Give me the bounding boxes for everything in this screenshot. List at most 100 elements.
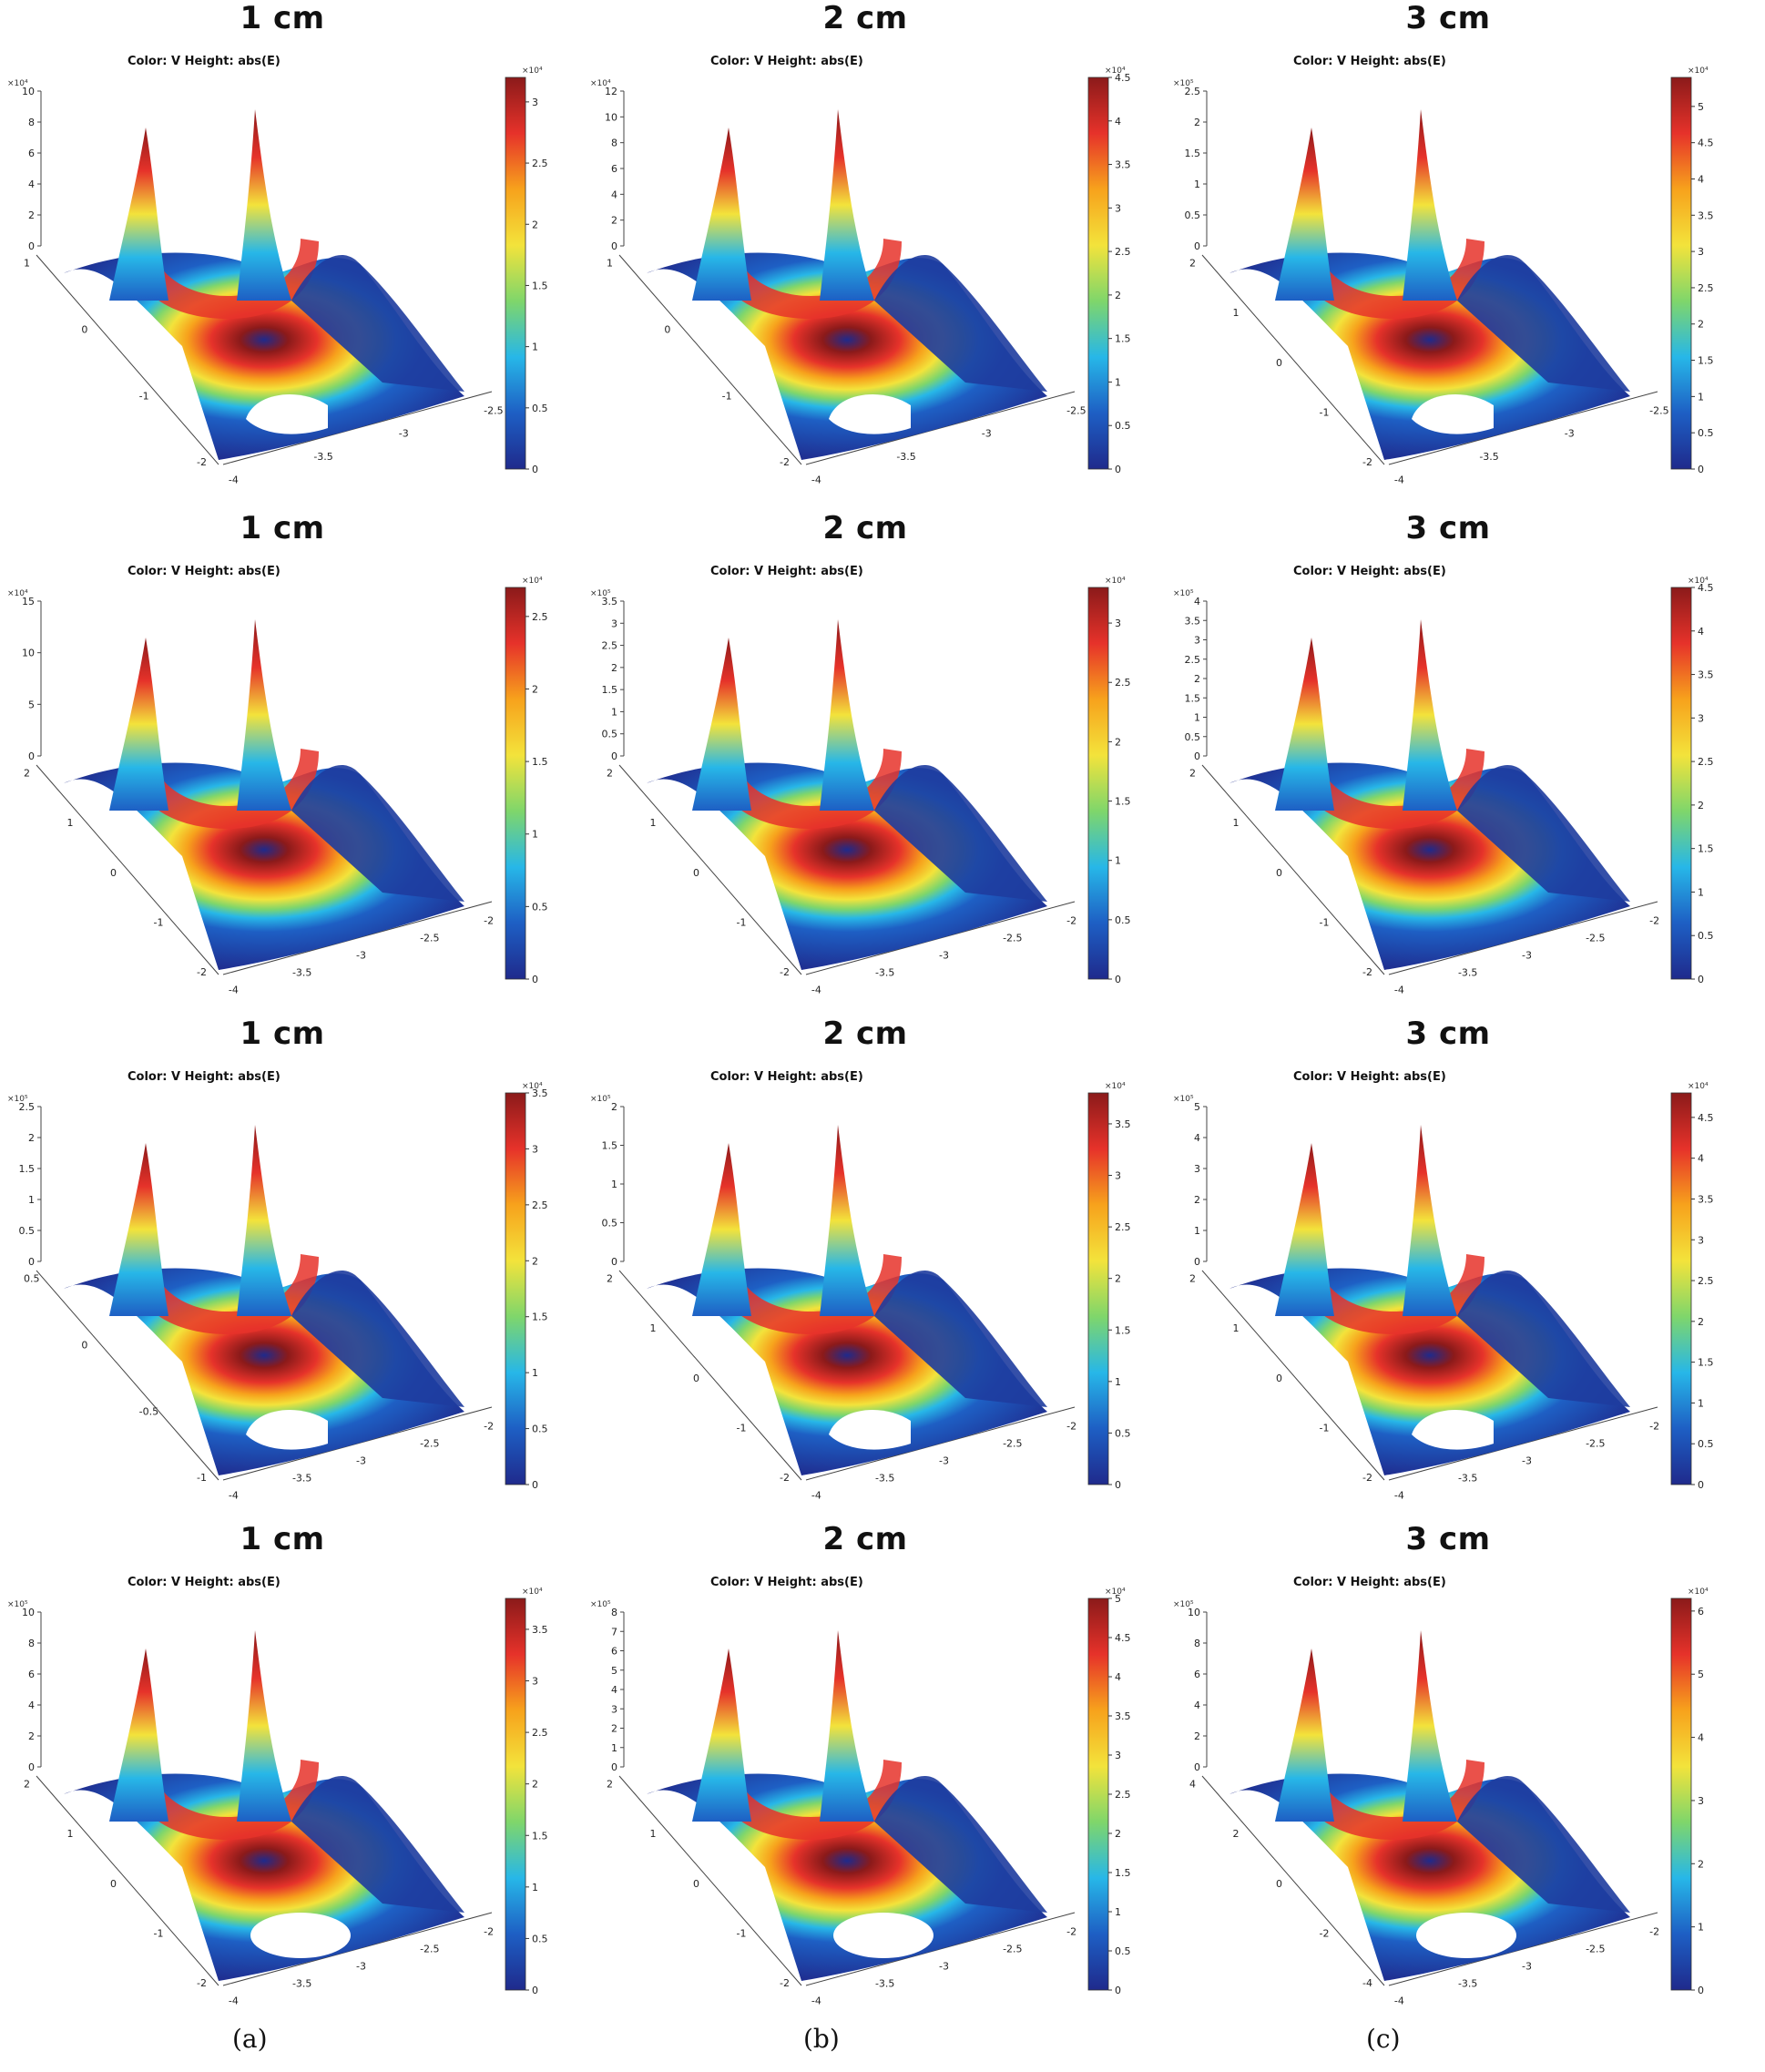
z-tick-label: 4 <box>611 189 617 200</box>
colorbar-tick-label: 2 <box>1698 1316 1704 1328</box>
x-tick-label: -2 <box>780 456 790 468</box>
colorbar-tick-label: 2.5 <box>1115 1221 1131 1233</box>
y-tick-label: -2 <box>1066 914 1076 926</box>
z-tick-label: 0 <box>611 1256 617 1268</box>
x-tick-label: 1 <box>650 1322 657 1334</box>
panel-subtitle: Color: V Height: abs(E) <box>1293 55 1446 68</box>
surface-peak-left <box>692 1143 751 1316</box>
z-axis-multiplier: ×10⁵ <box>590 589 611 598</box>
colorbar: ×10⁴ 0 0.5 1 1.5 2 2.5 3 3.5 <box>505 1082 548 1491</box>
colorbar-multiplier: ×10⁴ <box>1105 1082 1126 1091</box>
z-tick-label: 1 <box>611 706 617 718</box>
colorbar-multiplier: ×10⁴ <box>1105 577 1126 586</box>
colorbar-bar <box>505 77 526 470</box>
colorbar-bar <box>1670 587 1692 980</box>
colorbar-tick-label: 2.5 <box>1115 677 1131 689</box>
colorbar-tick-label: 3 <box>532 1143 538 1155</box>
colorbar: ×10⁴ 0 0.5 1 1.5 2 2.5 <box>505 577 548 985</box>
colorbar-tick-label: 2.5 <box>1698 282 1714 294</box>
panel-title: 1 cm <box>240 1521 325 1557</box>
colorbar-tick-label: 3 <box>1698 1795 1704 1807</box>
z-axis-multiplier: ×10⁵ <box>7 1600 28 1609</box>
surface-hole <box>829 394 911 434</box>
z-tick-label: 1 <box>28 1194 35 1206</box>
panel-subtitle: Color: V Height: abs(E) <box>1293 1070 1446 1084</box>
colorbar-tick-label: 3 <box>1115 202 1121 214</box>
x-tick-label: -2 <box>197 966 207 978</box>
y-tick-label: -4 <box>811 1489 821 1501</box>
surface <box>647 109 1047 460</box>
z-tick-label: 2 <box>1194 1194 1200 1206</box>
panel-r2-c1: 1 cm Color: V Height: abs(E) ×10⁴ 0 5 10 15 -2-… <box>0 510 565 1016</box>
y-tick-label: -2 <box>484 1925 494 1937</box>
z-axis: ×10⁵ 0 1 2 3 4 5 6 7 8 <box>590 1600 625 1773</box>
colorbar-tick-label: 2.5 <box>532 1199 548 1211</box>
panel-title: 2 cm <box>822 510 908 546</box>
surface-plot: ×10⁴ 0 2 4 6 8 10 -2 -1 0 1 -4 -3.5 -3 -2.5 ×10⁴ 0 0.5 1 1.… <box>7 66 548 485</box>
colorbar-bar <box>1087 1092 1109 1485</box>
colorbar-tick-label: 1.5 <box>1115 1867 1131 1879</box>
z-tick-label: 1 <box>1194 712 1200 724</box>
x-tick-label: -1 <box>722 390 732 402</box>
panel-r1-c1: 1 cm Color: V Height: abs(E) ×10⁴ 0 2 4 6 8 10 -2… <box>0 0 565 505</box>
z-tick-label: 0 <box>28 240 35 252</box>
colorbar-tick-label: 5 <box>1698 101 1704 113</box>
colorbar-tick-label: 1.5 <box>1698 355 1714 367</box>
colorbar-tick-label: 5 <box>1115 1593 1121 1605</box>
x-tick-label: 1 <box>1233 817 1240 829</box>
x-tick-label: 2 <box>1189 768 1196 780</box>
x-tick-label: 0 <box>81 1339 87 1351</box>
z-tick-label: 5 <box>28 699 35 710</box>
colorbar-tick-label: 1.5 <box>1115 333 1131 345</box>
colorbar-tick-label: 1 <box>1698 886 1704 898</box>
x-tick-label: -0.5 <box>139 1405 158 1417</box>
colorbar-tick-label: 1 <box>1115 855 1121 867</box>
colorbar-multiplier: ×10⁴ <box>1688 1082 1709 1091</box>
z-tick-label: 0 <box>1194 1256 1200 1268</box>
surface-shoulder <box>291 255 464 392</box>
colorbar-tick-label: 2 <box>1698 800 1704 811</box>
surface-peak-left <box>109 128 168 301</box>
x-tick-label: -2 <box>780 1977 790 1989</box>
colorbar-tick-label: 3.5 <box>532 1624 548 1636</box>
panel-subtitle: Color: V Height: abs(E) <box>128 565 281 578</box>
panel-r2-c2: 2 cm Color: V Height: abs(E) ×10⁵ 0 0.5 1 1.5 2… <box>583 510 1148 1016</box>
x-tick-label: 2 <box>24 1779 30 1791</box>
z-tick-label: 3.5 <box>602 596 618 607</box>
z-tick-label: 2 <box>611 215 617 227</box>
z-tick-label: 10 <box>22 648 35 659</box>
z-tick-label: 4 <box>611 1684 617 1696</box>
colorbar-tick-label: 1 <box>1698 391 1704 403</box>
surface <box>1229 1630 1630 1981</box>
surface-shoulder <box>874 255 1047 392</box>
colorbar: ×10⁴ 0 0.5 1 1.5 2 2.5 3 3.5 <box>1087 1082 1131 1491</box>
z-tick-label: 6 <box>611 163 617 175</box>
colorbar: ×10⁴ 0 0.5 1 1.5 2 2.5 3 3.5 4 4.5 5 <box>1670 66 1714 475</box>
colorbar-tick-label: 3.5 <box>1698 209 1714 221</box>
panel-subtitle: Color: V Height: abs(E) <box>128 1576 281 1589</box>
y-tick-label: -2 <box>1066 1420 1076 1432</box>
panel-subtitle: Color: V Height: abs(E) <box>710 55 863 68</box>
x-tick-label: 1 <box>650 817 657 829</box>
colorbar-tick-label: 1 <box>532 1882 538 1893</box>
x-tick-label: -2 <box>780 966 790 978</box>
floor-axes: -2 -1 0 1 2 -4 -3.5 -3 -2.5 -2 <box>24 764 494 995</box>
x-tick-label: 1 <box>67 1828 74 1840</box>
y-tick-label: -2 <box>1649 914 1659 926</box>
y-tick-label: -2 <box>484 1420 494 1432</box>
x-tick-label: -2 <box>1320 1927 1330 1939</box>
y-tick-label: -3 <box>1522 1454 1532 1466</box>
x-tick-label: -1 <box>1320 1422 1330 1434</box>
panel-r3-c1: 1 cm Color: V Height: abs(E) ×10⁵ 0 0.5 1 1.5 2… <box>0 1016 565 1521</box>
colorbar-tick-label: 0 <box>532 974 538 985</box>
y-tick-label: -2.5 <box>420 1943 439 1955</box>
z-tick-label: 0.5 <box>602 1218 618 1230</box>
x-tick-label: 2 <box>607 1273 613 1285</box>
colorbar-tick-label: 0 <box>532 464 538 475</box>
floor-axes: -2 -1 0 1 -4 -3.5 -3 -2.5 <box>607 254 1087 485</box>
z-axis: ×10⁵ 0 0.5 1 1.5 2 2.5 <box>7 1095 42 1268</box>
z-tick-label: 2 <box>28 209 35 221</box>
colorbar-tick-label: 4 <box>1115 116 1121 128</box>
colorbar-tick-label: 1 <box>532 342 538 353</box>
panel-subtitle: Color: V Height: abs(E) <box>1293 565 1446 578</box>
